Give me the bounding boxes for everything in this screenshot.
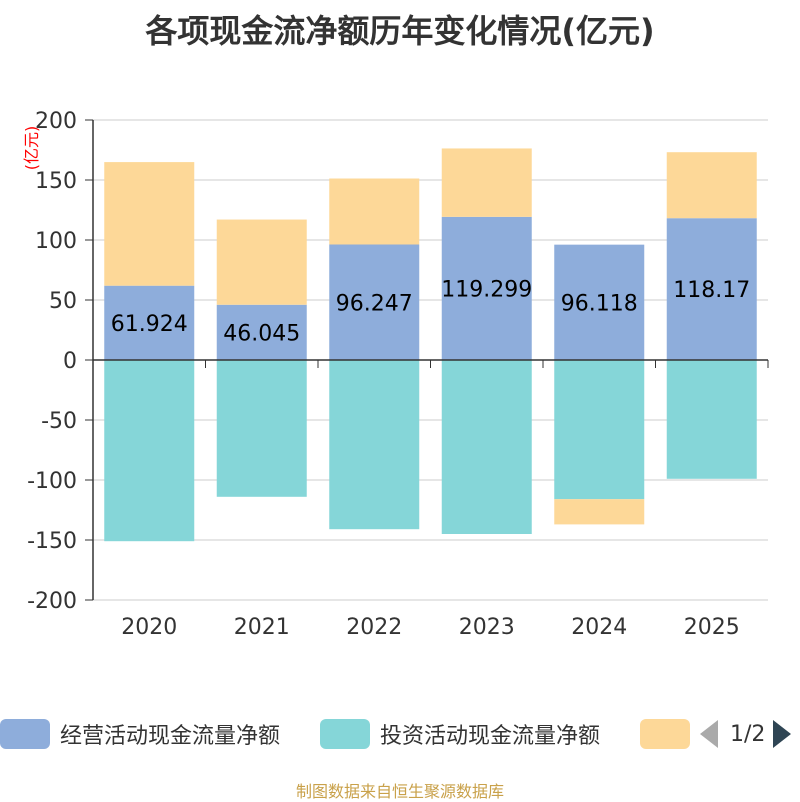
y-tick-label: -200 [27,589,77,614]
bar-financing-2022 [329,178,420,245]
x-tick-label: 2025 [684,615,740,640]
bars [104,148,757,542]
legend-prev-icon[interactable] [700,720,718,748]
bar-operating-2023 [441,216,532,360]
data-label: 61.924 [111,312,188,337]
x-tick-label: 2022 [346,615,402,640]
bar-financing-2023 [441,148,532,217]
y-tick-label: 150 [35,169,77,194]
legend-swatch-financing [640,719,690,749]
bar-investing-2024 [554,360,645,500]
x-tick-label: 2023 [459,615,515,640]
legend-next-icon[interactable] [773,720,792,748]
legend-item-operating[interactable]: 经营活动现金流量净额 [0,716,280,752]
axes: 200 150 100 50 0 -50 -100 -150 -200 2020 2021 2022 2… [27,109,769,640]
y-tick-label: 0 [63,349,77,374]
bar-investing-2021 [216,360,307,497]
y-tick-label: 100 [35,229,77,254]
y-axis-label: (亿元) [22,126,41,171]
bar-financing-2021 [216,219,307,305]
bar-operating-2020 [104,285,195,360]
bar-investing-2025 [666,360,757,479]
bar-operating-2021 [216,304,307,360]
x-tick-label: 2024 [571,615,627,640]
bar-operating-2022 [329,244,420,360]
grid-lines [93,119,768,601]
data-labels: 61.924 46.045 96.247 119.299 96.118 118.17 [111,277,750,346]
bar-operating-2025 [666,218,757,360]
bar-investing-2023 [441,360,532,534]
legend-label-operating: 经营活动现金流量净额 [60,724,281,749]
bar-financing-2025 [666,152,757,219]
y-tick-label: 200 [35,109,77,134]
legend-pager: 1/2 [700,716,792,752]
y-tick-label: 50 [49,289,77,314]
bar-chart: 200 150 100 50 0 -50 -100 -150 -200 2020 2021 2022 2… [22,109,769,640]
y-tick-label: -100 [27,469,77,494]
legend-page-indicator: 1/2 [730,721,766,747]
legend: 经营活动现金流量净额 投资活动现金流量净额 1/2 [0,716,800,752]
bar-financing-2024 [554,499,645,525]
source-note: 制图数据来自恒生聚源数据库 [295,782,504,801]
data-label: 96.118 [561,291,638,316]
bar-investing-2022 [329,360,420,530]
legend-item-investing[interactable]: 投资活动现金流量净额 [320,716,600,752]
bar-investing-2020 [104,360,195,542]
legend-item-financing[interactable] [640,716,690,752]
chart-title: 各项现金流净额历年变化情况(亿元) [145,12,655,50]
bar-financing-2020 [104,162,195,286]
data-label: 119.299 [441,277,532,302]
y-tick-label: -150 [27,529,77,554]
bar-operating-2024 [554,244,645,360]
data-label: 96.247 [336,291,413,316]
x-tick-label: 2021 [234,615,290,640]
x-tick-label: 2020 [121,615,177,640]
legend-swatch-operating [0,719,50,749]
data-label: 118.17 [673,278,750,303]
legend-swatch-investing [320,719,370,749]
y-tick-label: -50 [41,409,77,434]
data-label: 46.045 [223,321,300,346]
legend-label-investing: 投资活动现金流量净额 [380,724,601,749]
